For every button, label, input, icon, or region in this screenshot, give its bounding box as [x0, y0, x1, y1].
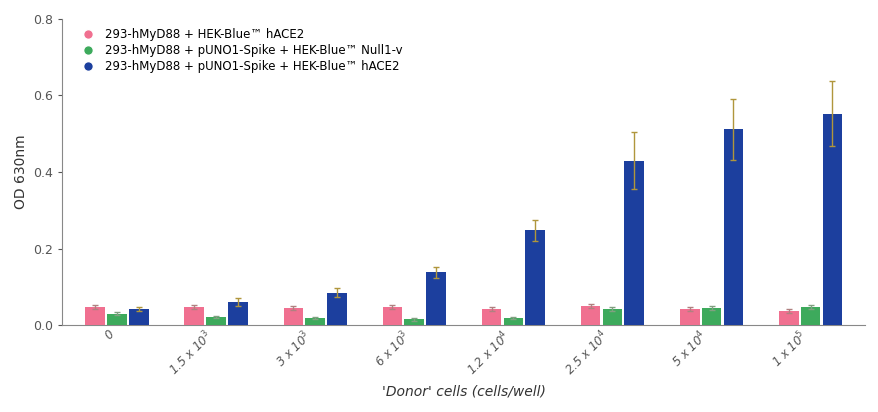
X-axis label: 'Donor' cells (cells/well): 'Donor' cells (cells/well)	[381, 384, 545, 398]
Bar	[822, 114, 841, 325]
Bar	[107, 314, 126, 325]
Bar	[404, 319, 423, 325]
Bar	[800, 307, 819, 325]
Bar	[723, 129, 742, 325]
Bar	[382, 307, 402, 325]
Bar	[481, 309, 500, 325]
Bar	[623, 161, 644, 325]
Y-axis label: OD 630nm: OD 630nm	[14, 135, 28, 209]
Bar	[305, 318, 325, 325]
Bar	[602, 309, 622, 325]
Bar	[227, 302, 248, 325]
Bar	[206, 317, 226, 325]
Bar	[701, 308, 721, 325]
Bar	[85, 307, 104, 325]
Bar	[778, 311, 798, 325]
Bar	[426, 272, 445, 325]
Legend: 293-hMyD88 + HEK-Blue™ hACE2, 293-hMyD88 + pUNO1-Spike + HEK-Blue™ Null1-v, 293-: 293-hMyD88 + HEK-Blue™ hACE2, 293-hMyD88…	[76, 28, 402, 73]
Bar	[525, 230, 544, 325]
Bar	[680, 309, 699, 325]
Bar	[284, 308, 303, 325]
Bar	[129, 309, 148, 325]
Bar	[580, 306, 600, 325]
Bar	[184, 307, 204, 325]
Bar	[327, 293, 346, 325]
Bar	[503, 318, 522, 325]
